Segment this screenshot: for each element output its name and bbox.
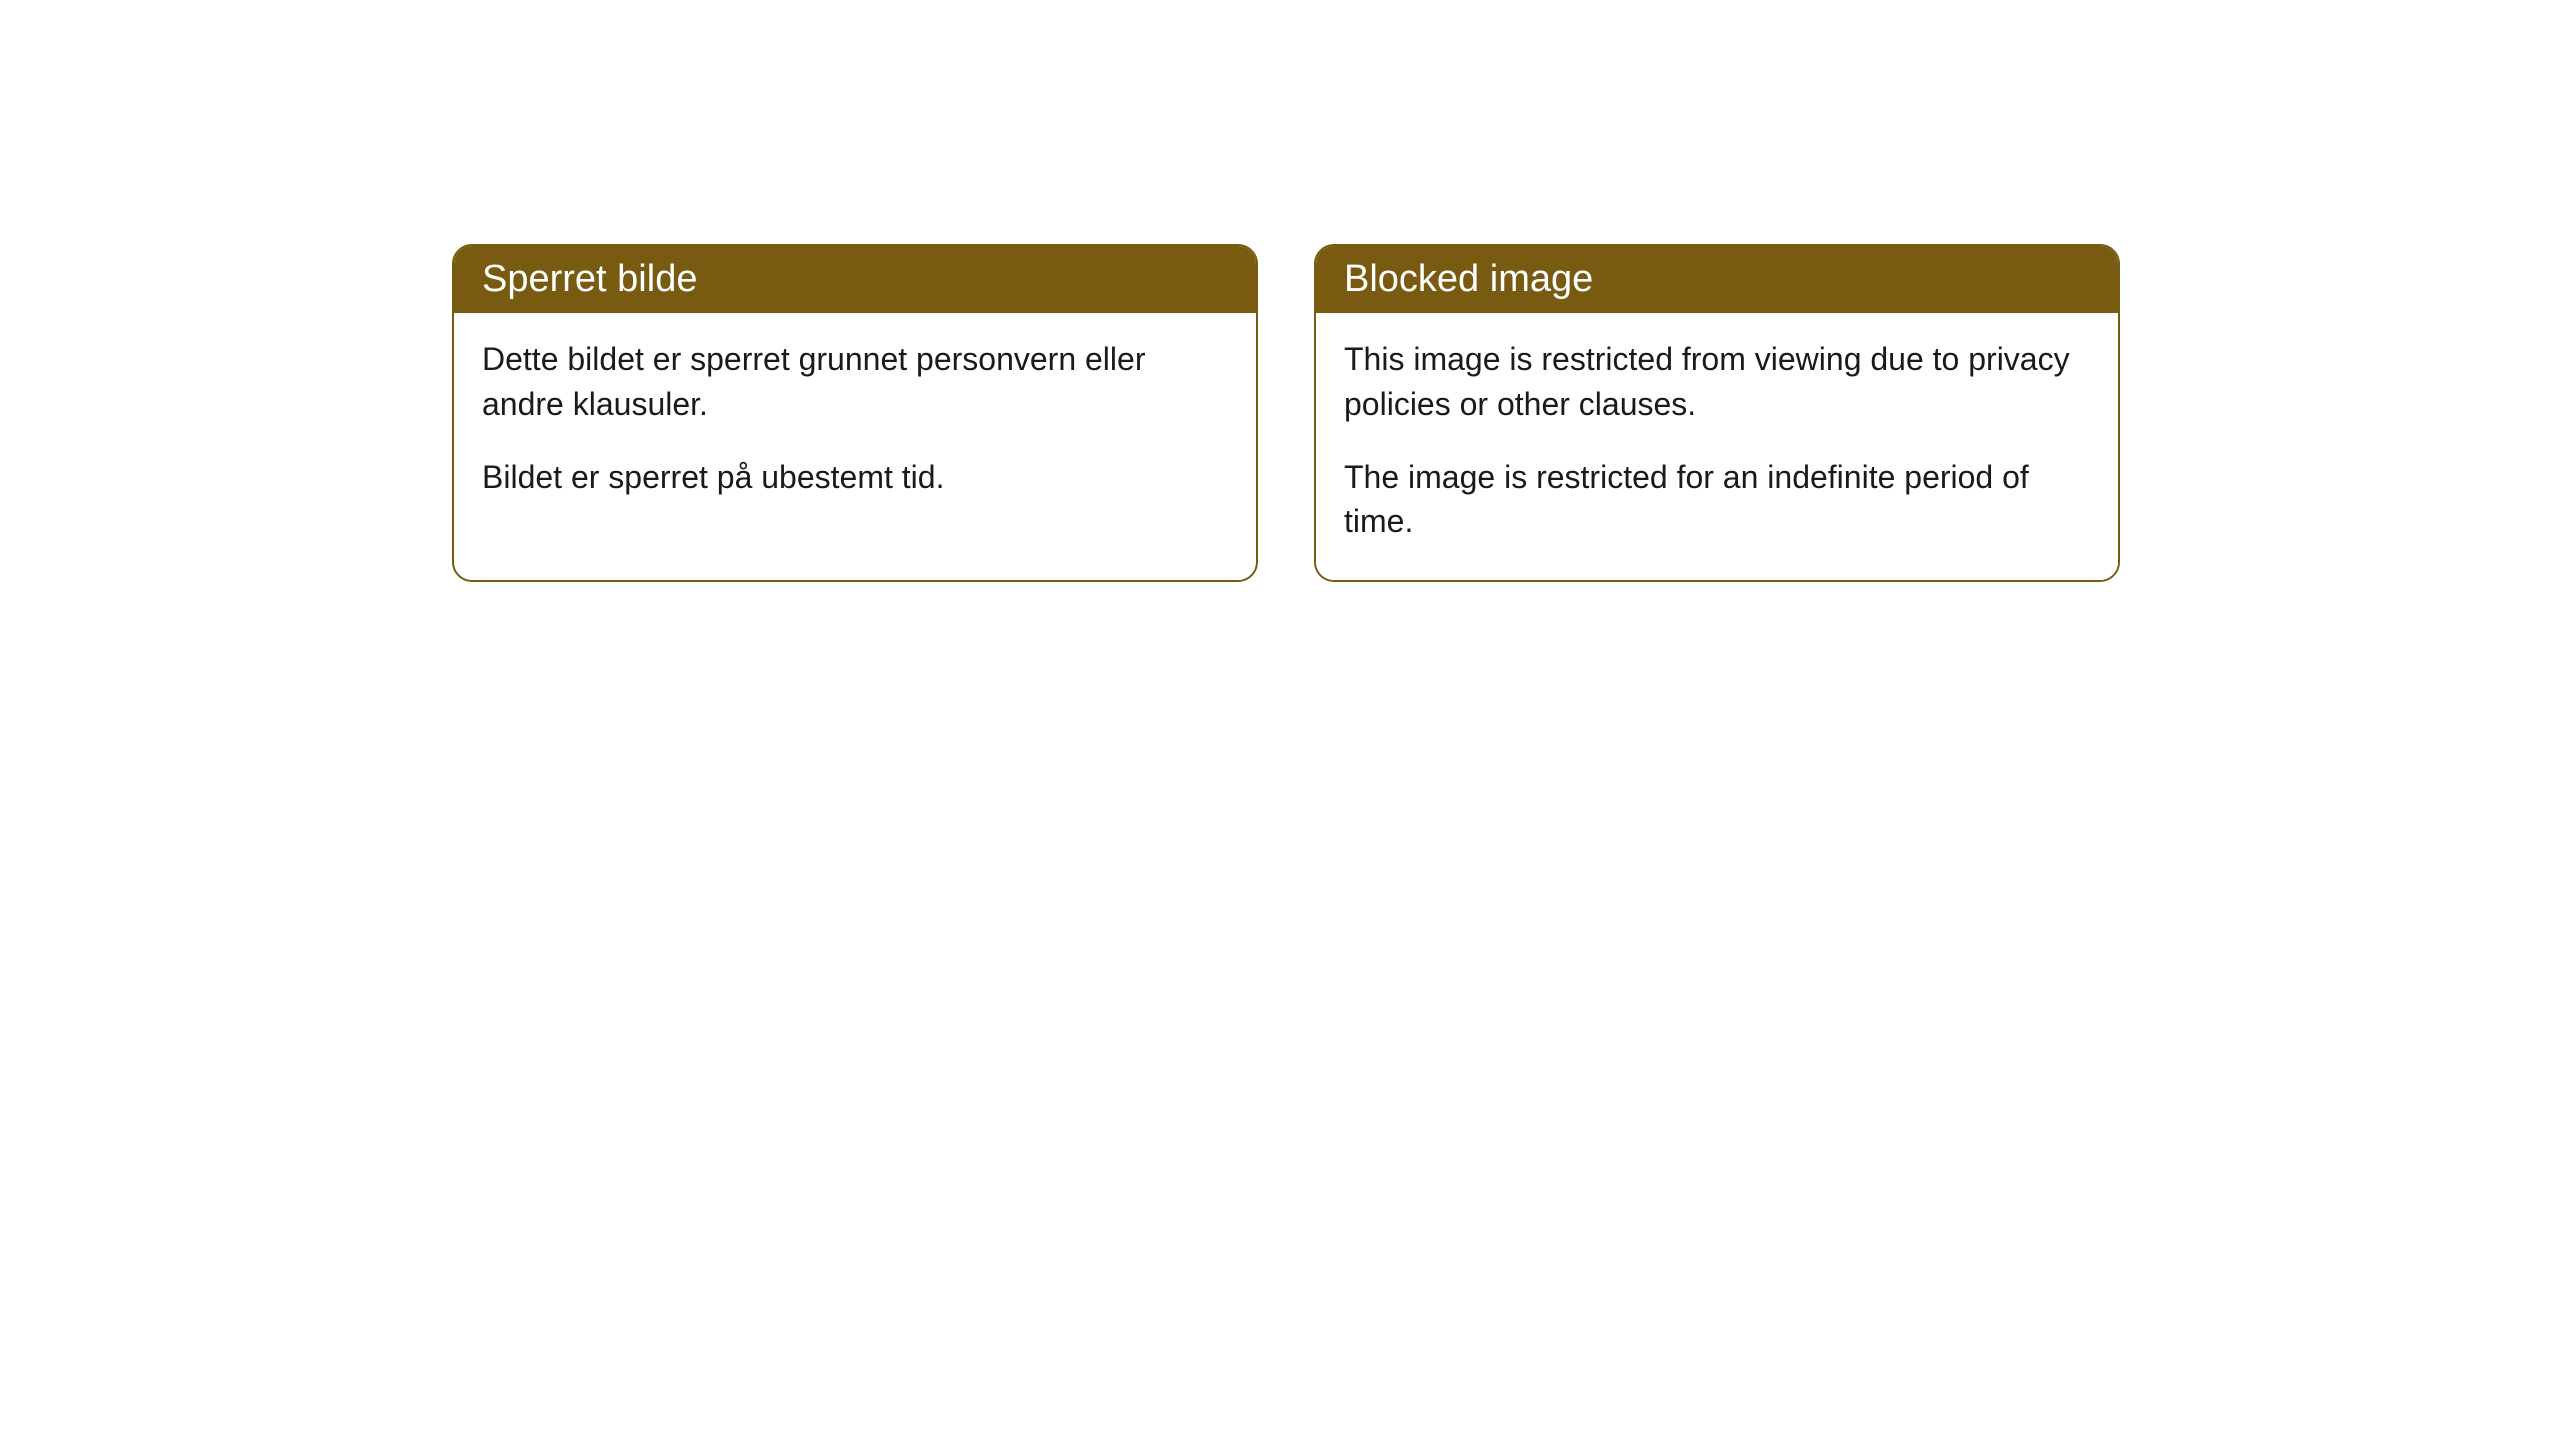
notice-card-english: Blocked image This image is restricted f… bbox=[1314, 244, 2120, 582]
notice-card-norwegian: Sperret bilde Dette bildet er sperret gr… bbox=[452, 244, 1258, 582]
notice-title: Blocked image bbox=[1344, 258, 1593, 300]
notice-text-line1: This image is restricted from viewing du… bbox=[1344, 337, 2090, 427]
notice-header: Sperret bilde bbox=[454, 246, 1256, 313]
notice-body: This image is restricted from viewing du… bbox=[1316, 313, 2118, 580]
notice-title: Sperret bilde bbox=[482, 258, 697, 300]
notice-text-line1: Dette bildet er sperret grunnet personve… bbox=[482, 337, 1228, 427]
notice-container: Sperret bilde Dette bildet er sperret gr… bbox=[0, 0, 2560, 582]
notice-body: Dette bildet er sperret grunnet personve… bbox=[454, 313, 1256, 535]
notice-text-line2: Bildet er sperret på ubestemt tid. bbox=[482, 455, 1228, 500]
notice-header: Blocked image bbox=[1316, 246, 2118, 313]
notice-text-line2: The image is restricted for an indefinit… bbox=[1344, 455, 2090, 545]
